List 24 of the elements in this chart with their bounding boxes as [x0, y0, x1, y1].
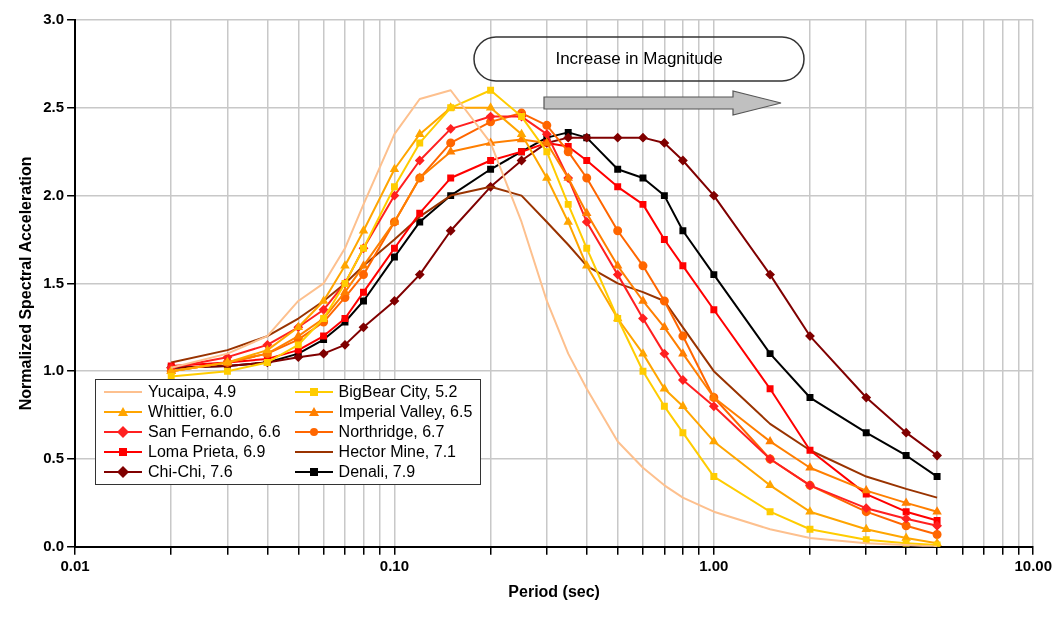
legend-label: Loma Prieta, 6.9 — [148, 442, 266, 461]
x-tick-label: 0.01 — [60, 556, 90, 574]
legend-label: Whittier, 6.0 — [148, 402, 233, 421]
legend-label: Imperial Valley, 6.5 — [338, 402, 473, 421]
x-axis-title: Period (sec) — [508, 582, 600, 600]
y-tick-label: 0.0 — [43, 536, 65, 554]
y-axis-title: Normalized Spectral Acceleration — [17, 156, 35, 411]
legend-label: Chi-Chi, 7.6 — [148, 462, 233, 481]
legend-label: Yucaipa, 4.9 — [148, 382, 237, 401]
legend-label: Denali, 7.9 — [338, 462, 416, 481]
y-tick-label: 2.5 — [43, 97, 65, 115]
y-tick-label: 3.0 — [43, 10, 65, 28]
legend-label: Hector Mine, 7.1 — [338, 442, 456, 461]
y-tick-label: 2.0 — [43, 185, 65, 203]
x-tick-label: 1.00 — [699, 556, 729, 574]
legend-label: San Fernando, 6.6 — [148, 422, 281, 441]
annotation: Increase in Magnitude — [555, 49, 723, 69]
y-tick-label: 0.5 — [43, 449, 65, 467]
legend-label: BigBear City, 5.2 — [338, 382, 458, 401]
legend-label: Northridge, 6.7 — [338, 422, 445, 441]
y-tick-label: 1.0 — [43, 361, 65, 379]
x-tick-label: 10.00 — [1014, 556, 1053, 574]
x-tick-label: 0.10 — [379, 556, 410, 574]
y-tick-label: 1.5 — [43, 273, 65, 291]
